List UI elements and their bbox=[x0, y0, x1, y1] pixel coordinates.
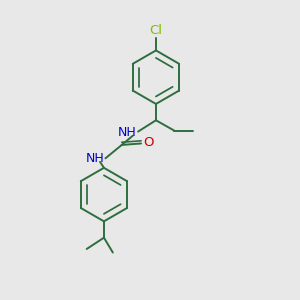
Text: O: O bbox=[143, 136, 154, 149]
Text: Cl: Cl bbox=[149, 24, 162, 37]
Text: NH: NH bbox=[85, 152, 104, 165]
Text: NH: NH bbox=[118, 126, 137, 139]
